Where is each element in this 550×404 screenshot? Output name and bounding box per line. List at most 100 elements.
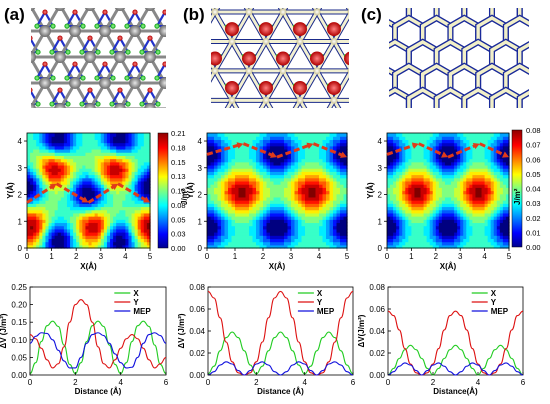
blue-bond-outline [348,69,349,70]
heatmap-cell [301,219,306,224]
green-atom [155,0,160,3]
heatmap-cell [319,133,324,137]
heatmap-cell [270,196,275,201]
heatmap-cell [103,238,108,243]
heatmap-cell [113,209,117,214]
heatmap-cell [414,187,419,192]
heatmap-cell [420,155,425,160]
heatmap-cell [411,235,416,240]
heatmap-cell [134,200,139,204]
white-atom [296,96,304,104]
heatmap-cell [76,209,80,214]
heatmap-cell [140,238,145,243]
heatmap-cell [291,209,296,214]
heatmap-cell [322,155,327,160]
heatmap-cell [249,244,254,249]
white-bond [213,40,234,72]
heatmap-cell [122,244,127,249]
heatmap-cell [438,193,443,198]
heatmap-cell [51,196,56,201]
green-atom [110,23,116,29]
heatmap-cell [42,196,47,201]
red-atom [132,9,138,15]
heatmap-cell [454,200,458,204]
heatmap-cell [100,155,105,160]
heatmap-cell [39,174,43,179]
heatmap-cell [429,187,434,192]
heatmap-cell [405,158,409,163]
heatmap-cell [308,225,313,230]
heatmap-cell [270,244,275,249]
heatmap-cell [91,216,96,220]
heatmap-cell [88,184,93,188]
heatmap-cell [270,187,275,192]
heatmap-cell [214,200,219,204]
red-atom [412,110,426,124]
heatmap-cell [308,139,313,144]
heatmap-cell [100,145,105,150]
heatmap-cell [396,222,400,227]
heatmap-cell [315,133,320,137]
heatmap-cell [76,216,80,220]
gray-atom [84,50,96,63]
heatmap-cell [249,235,254,240]
heatmap-cell [291,139,296,144]
heatmap-cell [291,200,296,204]
heatmap-cell [113,152,117,156]
heatmap-cell [390,241,394,246]
heatmap-cell [39,152,43,156]
gray-bond [135,109,150,135]
heatmap-cell [39,155,43,160]
heatmap-cell [266,238,271,243]
heatmap-cell [333,171,338,176]
heatmap-cell [301,244,306,249]
heatmap-cell [277,206,282,211]
heatmap-cell [210,193,215,198]
heatmap-cell [116,152,120,156]
heatmap-cell [85,190,90,195]
heatmap-cell [305,133,310,137]
heatmap-cell [291,212,296,217]
heatmap-cell [405,139,409,144]
heatmap-cell [340,232,345,236]
gray-atom [174,51,186,63]
heatmap-cell [100,241,105,246]
heatmap-cell [280,180,285,185]
heatmap-cell [242,212,247,217]
heatmap-cell [390,222,394,227]
heatmap-cell [441,142,446,147]
heatmap-cell [57,164,62,169]
heatmap-cell [312,193,317,198]
heatmap-cell [122,145,127,150]
heatmap-cell [140,158,145,163]
heatmap-cell [51,174,56,179]
heatmap-cell [408,216,412,220]
heatmap-cell [48,206,53,211]
heatmap-cell [291,142,296,147]
green-atom [169,101,174,106]
heatmap-cell [97,174,102,179]
heatmap-cell [228,136,233,140]
heatmap-cell [33,193,37,198]
heatmap-cell [408,180,412,185]
heatmap-cell [305,241,310,246]
heatmap-cell [454,244,458,249]
heatmap-cell [390,206,394,211]
heatmap-cell [411,148,416,153]
heatmap-cell [308,244,313,249]
heatmap-cell [277,184,282,188]
heatmap-cell [249,219,254,224]
heatmap-cell [207,184,212,188]
heatmap-cell [408,225,412,230]
white-bond [225,99,234,108]
heatmap-cell [336,190,341,195]
heatmap-cell [277,222,282,227]
heatmap-cell [217,184,222,188]
heatmap-cell [259,184,264,188]
heatmap-cell [210,171,215,176]
heatmap-cell [408,206,412,211]
heatmap-cell [122,209,127,214]
y-tick-label: 2 [198,191,203,200]
green-atom [34,75,40,81]
heatmap-cell [259,200,264,204]
